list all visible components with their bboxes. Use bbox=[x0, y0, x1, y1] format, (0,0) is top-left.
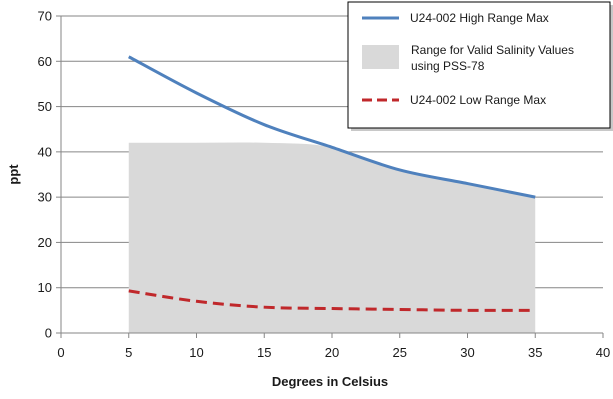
low-range-max-line bbox=[128, 289, 536, 312]
x-tick-label: 0 bbox=[57, 345, 64, 360]
legend-swatch-valid-range bbox=[362, 45, 399, 69]
y-tick-label: 0 bbox=[45, 326, 52, 341]
y-tick-label: 50 bbox=[38, 99, 52, 114]
high-range-max-line bbox=[128, 55, 536, 199]
x-tick-label: 15 bbox=[257, 345, 271, 360]
series-lines bbox=[128, 55, 536, 312]
valid-range-area bbox=[128, 142, 536, 333]
x-tick-label: 30 bbox=[460, 345, 474, 360]
x-tick-label: 35 bbox=[528, 345, 542, 360]
x-tick-label: 40 bbox=[596, 345, 610, 360]
x-tick-label: 25 bbox=[393, 345, 407, 360]
legend-label-valid-range: Range for Valid Salinity Values using PSS… bbox=[411, 43, 574, 73]
x-tick-label: 5 bbox=[125, 345, 132, 360]
legend-label-line: Range for Valid Salinity Values bbox=[411, 43, 574, 57]
legend-label-low-range: U24-002 Low Range Max bbox=[410, 93, 546, 107]
x-axis-title: Degrees in Celsius bbox=[272, 374, 388, 389]
x-tick-label: 20 bbox=[325, 345, 339, 360]
x-tick-label: 10 bbox=[189, 345, 203, 360]
legend-label-line: using PSS-78 bbox=[411, 59, 485, 73]
y-tick-label: 20 bbox=[38, 235, 52, 250]
y-axis-title: ppt bbox=[6, 164, 21, 185]
y-tick-label: 30 bbox=[38, 190, 52, 205]
y-tick-label: 60 bbox=[38, 54, 52, 69]
legend: U24-002 High Range Max Range for Valid Sa… bbox=[347, 1, 613, 131]
valid-range-area-shape bbox=[128, 142, 536, 333]
y-tick-label: 70 bbox=[38, 9, 52, 24]
axes bbox=[56, 15, 604, 338]
y-tick-label: 40 bbox=[38, 144, 52, 159]
legend-label-high-range: U24-002 High Range Max bbox=[410, 11, 549, 25]
tick-labels: 0 10 20 30 40 50 60 70 0 5 10 15 20 25 30 35 40 bbox=[38, 9, 611, 361]
y-tick-label: 10 bbox=[38, 280, 52, 295]
